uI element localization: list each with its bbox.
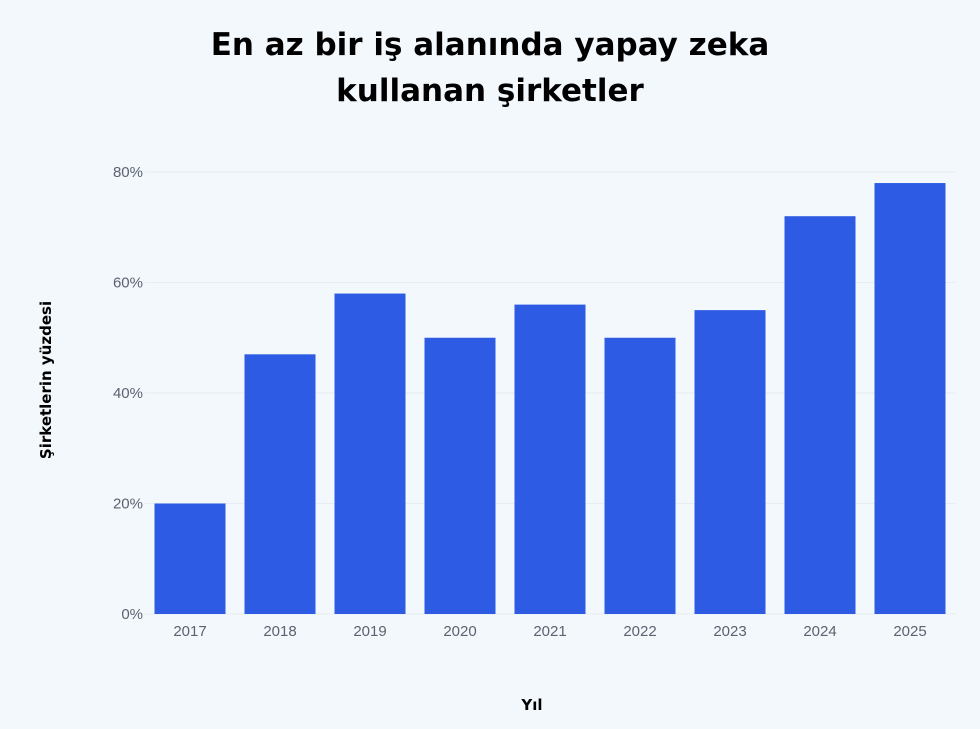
x-axis-label: Yıl xyxy=(521,696,543,714)
x-tick-label: 2022 xyxy=(623,623,656,640)
y-tick-label: 40% xyxy=(113,385,143,402)
bar xyxy=(784,216,856,614)
y-tick-label: 60% xyxy=(113,275,143,292)
bar xyxy=(424,337,496,614)
x-tick-label: 2017 xyxy=(173,623,206,640)
bar xyxy=(334,293,406,614)
bar xyxy=(604,337,676,614)
x-tick-label: 2023 xyxy=(713,623,746,640)
x-tick-label: 2018 xyxy=(263,623,296,640)
y-tick-label: 20% xyxy=(113,496,143,513)
y-tick-label: 0% xyxy=(121,606,143,623)
y-axis-label-text: Şirketlerin yüzdesi xyxy=(37,300,55,460)
bar xyxy=(694,310,766,614)
chart-title-line-1: En az bir iş alanında yapay zeka xyxy=(210,27,770,63)
x-tick-label: 2024 xyxy=(803,623,836,640)
x-tick-label: 2021 xyxy=(533,623,566,640)
bar xyxy=(874,183,946,615)
chart-title-line-2: kullanan şirketler xyxy=(336,73,644,109)
chart-title: En az bir iş alanında yapay zeka kullana… xyxy=(0,22,980,114)
x-tick-label: 2025 xyxy=(893,623,926,640)
x-tick-label: 2019 xyxy=(353,623,386,640)
x-tick-label: 2020 xyxy=(443,623,476,640)
bar xyxy=(154,503,226,614)
bar xyxy=(244,354,316,614)
y-tick-label: 80% xyxy=(113,164,143,181)
bar xyxy=(514,304,586,614)
